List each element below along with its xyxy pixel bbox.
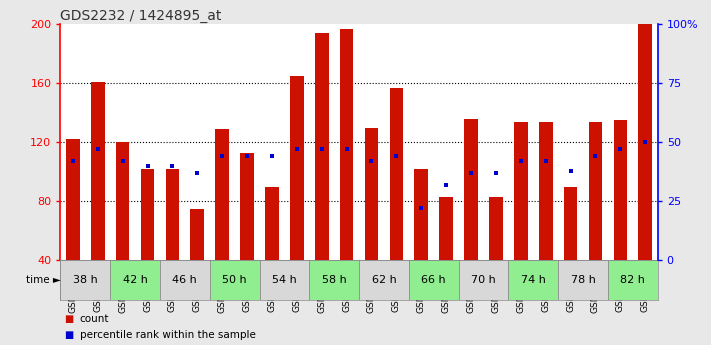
Bar: [210, 260, 260, 300]
Bar: [614, 120, 627, 260]
Bar: [508, 260, 558, 300]
Text: 74 h: 74 h: [521, 275, 545, 285]
Text: ■: ■: [64, 331, 73, 340]
Bar: [265, 187, 279, 260]
Text: time ►: time ►: [26, 275, 60, 285]
Bar: [415, 169, 428, 260]
Text: 58 h: 58 h: [322, 275, 346, 285]
Bar: [116, 142, 129, 260]
Bar: [539, 122, 552, 260]
Bar: [489, 197, 503, 260]
Bar: [260, 260, 309, 300]
Bar: [166, 169, 179, 260]
Bar: [66, 139, 80, 260]
Bar: [514, 122, 528, 260]
Bar: [240, 152, 254, 260]
Bar: [464, 119, 478, 260]
Bar: [439, 197, 453, 260]
Text: 54 h: 54 h: [272, 275, 296, 285]
Bar: [459, 260, 508, 300]
Bar: [409, 260, 459, 300]
Bar: [215, 129, 229, 260]
Bar: [110, 260, 160, 300]
Text: 38 h: 38 h: [73, 275, 97, 285]
Text: 50 h: 50 h: [223, 275, 247, 285]
Bar: [608, 260, 658, 300]
Text: 42 h: 42 h: [123, 275, 147, 285]
Bar: [390, 88, 403, 260]
Bar: [315, 33, 328, 260]
Bar: [191, 209, 204, 260]
Text: count: count: [80, 314, 109, 324]
Text: 78 h: 78 h: [571, 275, 595, 285]
Bar: [564, 187, 577, 260]
Bar: [340, 29, 353, 260]
Bar: [558, 260, 608, 300]
Bar: [290, 76, 304, 260]
Bar: [359, 260, 409, 300]
Text: ■: ■: [64, 314, 73, 324]
Text: 70 h: 70 h: [471, 275, 496, 285]
Bar: [589, 122, 602, 260]
Bar: [160, 260, 210, 300]
Bar: [309, 260, 359, 300]
Bar: [60, 260, 110, 300]
Bar: [638, 24, 652, 260]
Text: 82 h: 82 h: [621, 275, 645, 285]
Bar: [91, 82, 105, 260]
Text: 62 h: 62 h: [372, 275, 396, 285]
Text: 66 h: 66 h: [422, 275, 446, 285]
Text: 46 h: 46 h: [173, 275, 197, 285]
Bar: [141, 169, 154, 260]
Text: percentile rank within the sample: percentile rank within the sample: [80, 331, 255, 340]
Text: GDS2232 / 1424895_at: GDS2232 / 1424895_at: [60, 9, 222, 23]
Bar: [365, 128, 378, 260]
